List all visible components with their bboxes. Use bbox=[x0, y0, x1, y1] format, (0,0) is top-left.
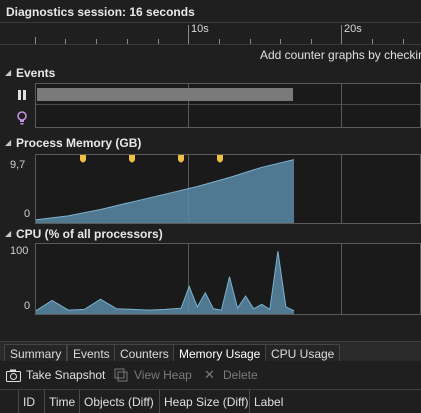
column-header-label[interactable]: Label bbox=[249, 390, 421, 413]
counter-hint: Add counter graphs by checkin bbox=[260, 48, 421, 62]
collapse-triangle-icon[interactable]: ◢ bbox=[5, 68, 12, 77]
tab-events[interactable]: Events bbox=[67, 344, 116, 361]
tab-label: Counters bbox=[120, 347, 169, 361]
collapse-triangle-icon[interactable]: ◢ bbox=[5, 138, 12, 147]
memory-toolbar: Take Snapshot View Heap ✕ Delete bbox=[0, 363, 421, 387]
memory-area bbox=[36, 159, 294, 223]
snapshot-marker-icon[interactable] bbox=[129, 155, 135, 163]
memory-section-label: Process Memory (GB) bbox=[16, 136, 142, 150]
memory-line bbox=[36, 159, 295, 221]
column-header-heap-size[interactable]: Heap Size (Diff) bbox=[159, 390, 249, 413]
memory-y-min: 0 bbox=[24, 208, 31, 220]
snapshot-marker-icon[interactable] bbox=[80, 155, 86, 163]
tab-summary[interactable]: Summary bbox=[4, 344, 68, 361]
tab-memory-usage[interactable]: Memory Usage bbox=[173, 344, 267, 361]
collapse-triangle-icon[interactable]: ◢ bbox=[5, 229, 12, 238]
lightbulb-icon[interactable] bbox=[16, 111, 28, 125]
tab-label: Memory Usage bbox=[179, 347, 261, 361]
delete-label: Delete bbox=[223, 368, 258, 382]
tab-bar: Summary Events Counters Memory Usage CPU… bbox=[0, 341, 421, 361]
ruler-tick-label: 20s bbox=[344, 23, 362, 35]
tab-label: Summary bbox=[10, 347, 62, 361]
cpu-chart[interactable] bbox=[35, 243, 421, 315]
snapshot-marker-icon[interactable] bbox=[217, 155, 223, 163]
snapshot-grid-header: ID Time Objects (Diff) Heap Size (Diff) … bbox=[0, 389, 421, 413]
memory-y-max: 9,7 bbox=[10, 159, 26, 171]
delete-button[interactable]: ✕ Delete bbox=[203, 367, 263, 383]
session-header: Diagnostics session: 16 seconds bbox=[0, 0, 421, 22]
take-snapshot-button[interactable]: Take Snapshot bbox=[6, 367, 106, 383]
take-snapshot-label: Take Snapshot bbox=[26, 368, 106, 382]
divider bbox=[0, 44, 421, 45]
column-header-objects[interactable]: Objects (Diff) bbox=[79, 390, 159, 413]
tab-cpu-usage[interactable]: CPU Usage bbox=[265, 344, 341, 361]
delete-icon: ✕ bbox=[204, 367, 215, 382]
tab-counters[interactable]: Counters bbox=[114, 344, 175, 361]
cpu-section-header[interactable]: ◢ CPU (% of all processors) bbox=[0, 226, 421, 242]
column-header-blank bbox=[0, 390, 18, 413]
view-heap-icon bbox=[114, 368, 128, 382]
cpu-line bbox=[36, 251, 295, 312]
view-heap-label: View Heap bbox=[134, 368, 192, 382]
cpu-y-min: 0 bbox=[24, 300, 31, 312]
cpu-section-label: CPU (% of all processors) bbox=[16, 227, 163, 241]
memory-section-header[interactable]: ◢ Process Memory (GB) bbox=[0, 135, 421, 151]
tab-label: Events bbox=[73, 347, 110, 361]
snapshot-marker-icon[interactable] bbox=[178, 155, 184, 163]
events-track[interactable] bbox=[35, 83, 421, 128]
pause-icon[interactable] bbox=[16, 89, 28, 101]
events-section-header[interactable]: ◢ Events bbox=[0, 65, 421, 81]
cpu-chart-svg bbox=[36, 244, 342, 314]
camera-icon bbox=[6, 369, 21, 382]
session-title: Diagnostics session: 16 seconds bbox=[6, 5, 195, 19]
events-section-label: Events bbox=[16, 66, 56, 80]
timeline-ruler[interactable]: 10s 20s bbox=[0, 22, 421, 45]
ruler-tick-label: 10s bbox=[191, 23, 209, 35]
view-heap-button[interactable]: View Heap bbox=[114, 367, 194, 383]
column-header-id[interactable]: ID bbox=[18, 390, 44, 413]
cpu-y-max: 100 bbox=[10, 245, 29, 257]
event-bar[interactable] bbox=[37, 88, 293, 101]
cpu-area bbox=[36, 251, 294, 314]
tab-label: CPU Usage bbox=[271, 347, 335, 361]
column-header-time[interactable]: Time bbox=[44, 390, 79, 413]
memory-chart-svg bbox=[36, 155, 342, 223]
memory-chart[interactable] bbox=[35, 154, 421, 224]
